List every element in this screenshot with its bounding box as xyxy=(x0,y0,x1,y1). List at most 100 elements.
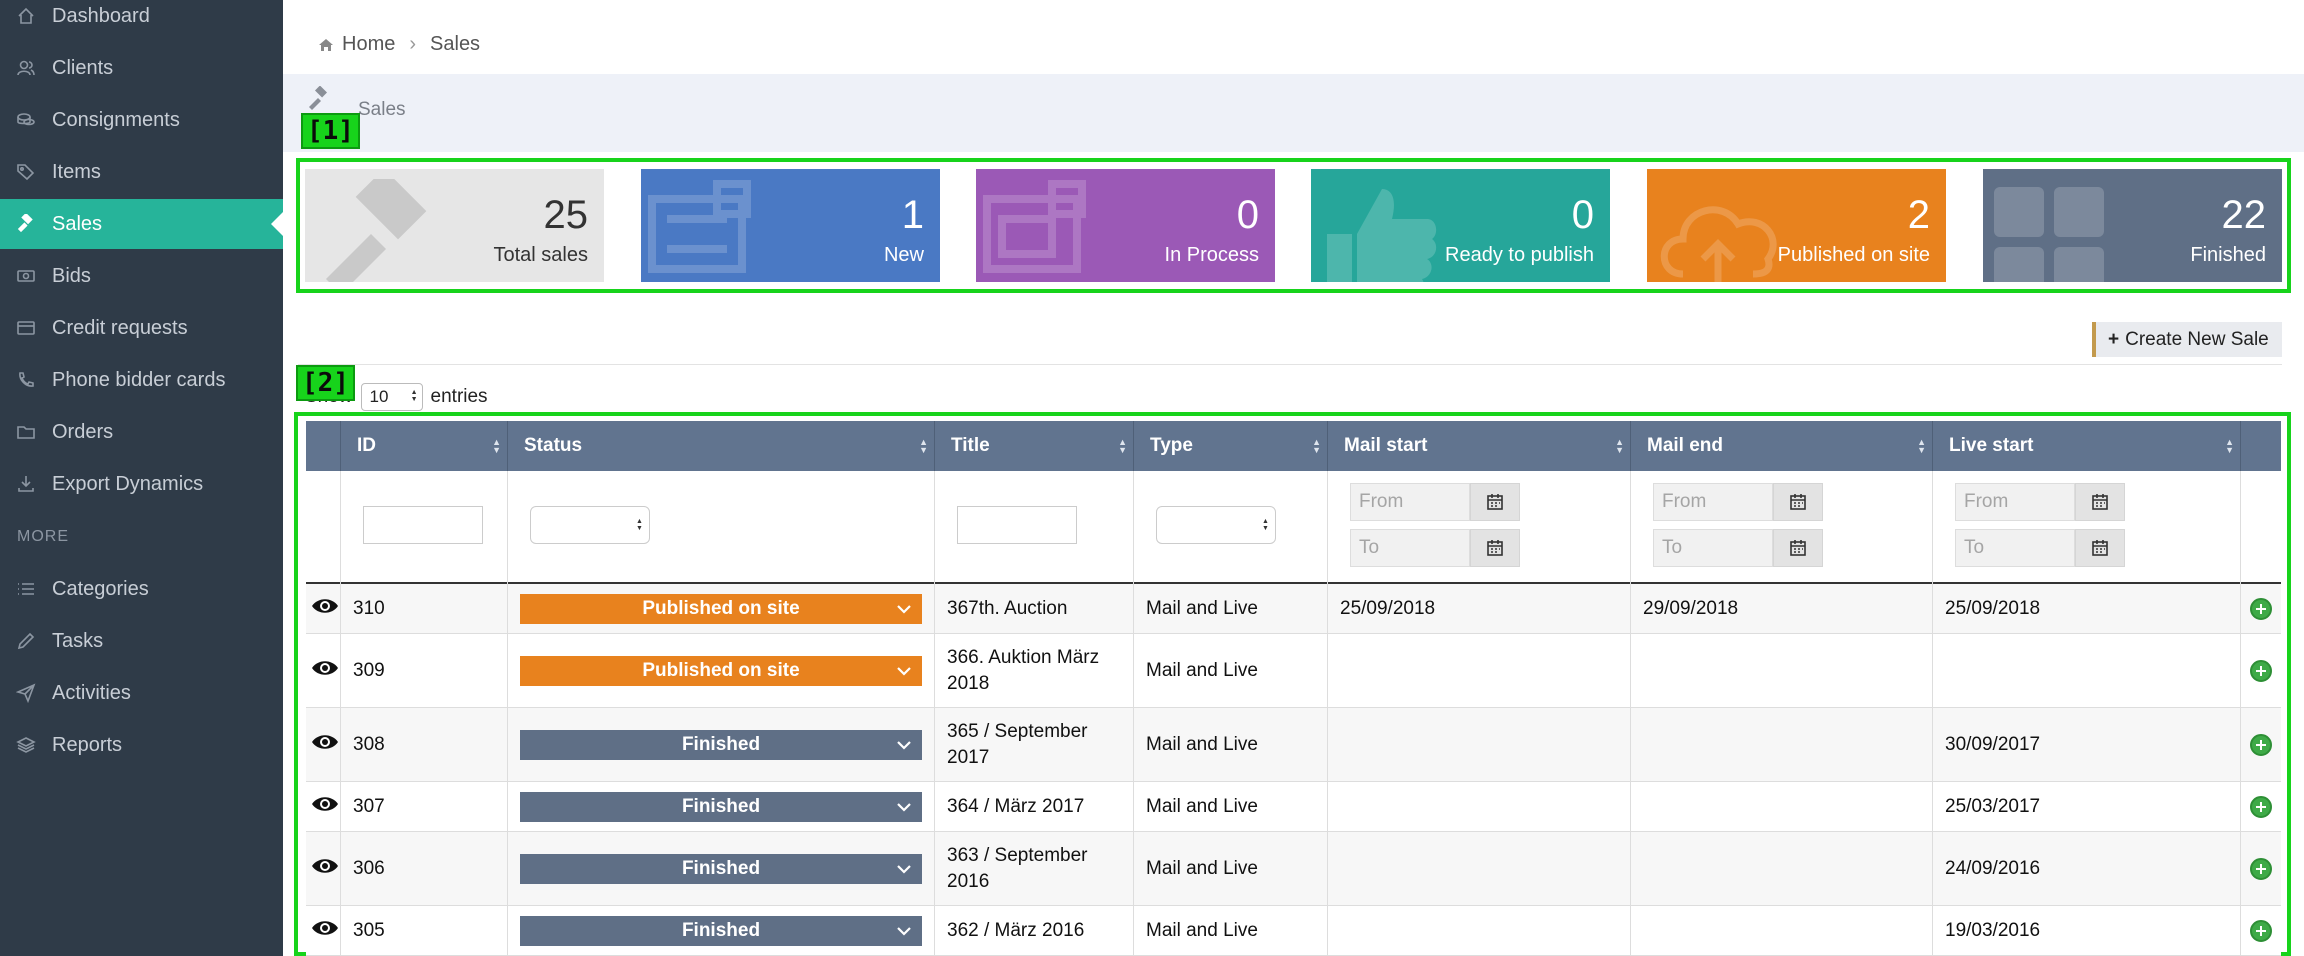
create-new-sale-label: Create New Sale xyxy=(2125,328,2269,350)
calendar-icon[interactable] xyxy=(1470,483,1520,521)
column-header-status[interactable]: Status ▲ ▼ xyxy=(508,421,935,471)
sort-icon: ▲ ▼ xyxy=(492,437,501,455)
cell-id: 306 xyxy=(341,832,508,905)
cell-text: 363 / September 2016 xyxy=(947,844,1088,892)
stat-card-total-sales[interactable]: 25 Total sales xyxy=(305,169,604,282)
column-header-title[interactable]: Title ▲ ▼ xyxy=(935,421,1134,471)
stat-card-new[interactable]: 1 New xyxy=(641,169,940,282)
add-circle-icon[interactable] xyxy=(2250,796,2272,818)
cell-text: 366. Auktion März 2018 xyxy=(947,646,1100,694)
add-circle-icon[interactable] xyxy=(2250,660,2272,682)
table-row: 310 Published on site 367th. Auction Mail a… xyxy=(306,584,2281,634)
cell-text: 365 / September 2017 xyxy=(947,720,1088,768)
status-dropdown[interactable]: Finished xyxy=(520,854,922,884)
view-eye-icon[interactable] xyxy=(310,917,340,939)
stat-value: 2 xyxy=(1907,193,1930,237)
cell-mail-start xyxy=(1328,634,1631,707)
title-filter-input[interactable] xyxy=(957,506,1077,544)
view-eye-icon[interactable] xyxy=(310,657,340,679)
sort-icon: ▲ ▼ xyxy=(2225,437,2234,455)
column-header-live-start[interactable]: Live start ▲ ▼ xyxy=(1933,421,2241,471)
sidebar-item-reports[interactable]: Reports xyxy=(0,720,283,770)
add-circle-icon[interactable] xyxy=(2250,734,2272,756)
home-icon xyxy=(319,38,333,51)
stat-card-in-process[interactable]: 0 In Process xyxy=(976,169,1275,282)
calendar-icon[interactable] xyxy=(1470,529,1520,567)
mail-start-from-field[interactable]: From xyxy=(1350,483,1520,521)
status-dropdown[interactable]: Published on site xyxy=(520,656,922,686)
sidebar-item-label: Items xyxy=(52,160,101,183)
stat-card-finished[interactable]: 22 Finished xyxy=(1983,169,2282,282)
status-label: Published on site xyxy=(642,660,800,681)
coins-icon xyxy=(0,110,52,130)
cell-mail-end xyxy=(1631,708,1933,781)
live-start-from-field[interactable]: From xyxy=(1955,483,2125,521)
stat-card-ready-to-publish[interactable]: 0 Ready to publish xyxy=(1311,169,1610,282)
type-filter-select[interactable] xyxy=(1156,506,1276,544)
id-filter-input[interactable] xyxy=(363,506,483,544)
calendar-icon[interactable] xyxy=(1773,529,1823,567)
mail-start-to-field[interactable]: To xyxy=(1350,529,1520,567)
sidebar-item-bids[interactable]: Bids xyxy=(0,251,283,301)
status-dropdown[interactable]: Finished xyxy=(520,916,922,946)
stat-label: Ready to publish xyxy=(1445,244,1594,266)
sidebar-item-items[interactable]: Items xyxy=(0,147,283,197)
sidebar: Dashboard Clients Consignments Items Sal… xyxy=(0,0,283,956)
cell-type: Mail and Live xyxy=(1134,906,1328,955)
calendar-icon[interactable] xyxy=(2075,529,2125,567)
add-circle-icon[interactable] xyxy=(2250,920,2272,942)
sidebar-item-activities[interactable]: Activities xyxy=(0,668,283,718)
sitemap-icon xyxy=(648,180,751,273)
mail-end-to-field[interactable]: To xyxy=(1653,529,1823,567)
column-header-mail-start[interactable]: Mail start ▲ ▼ xyxy=(1328,421,1631,471)
sidebar-item-label: Consignments xyxy=(52,108,180,131)
sidebar-section-more: MORE xyxy=(17,528,69,545)
sidebar-item-tasks[interactable]: Tasks xyxy=(0,616,283,666)
stat-card-published-on-site[interactable]: 2 Published on site xyxy=(1647,169,1946,282)
live-start-to-field[interactable]: To xyxy=(1955,529,2125,567)
annotation-box-1 xyxy=(296,158,2291,293)
add-circle-icon[interactable] xyxy=(2250,858,2272,880)
breadcrumb-current: Sales xyxy=(430,33,481,55)
status-dropdown[interactable]: Finished xyxy=(520,730,922,760)
sidebar-item-export-dynamics[interactable]: Export Dynamics xyxy=(0,459,283,509)
view-eye-icon[interactable] xyxy=(310,793,340,815)
cell-type: Mail and Live xyxy=(1134,832,1328,905)
sidebar-item-orders[interactable]: Orders xyxy=(0,407,283,457)
mail-end-from-field[interactable]: From xyxy=(1653,483,1823,521)
sidebar-item-phone-bidder-cards[interactable]: Phone bidder cards xyxy=(0,355,283,405)
breadcrumb-home[interactable]: Home xyxy=(342,33,396,55)
cell-type: Mail and Live xyxy=(1134,708,1328,781)
sidebar-item-clients[interactable]: Clients xyxy=(0,43,283,93)
add-circle-icon[interactable] xyxy=(2250,598,2272,620)
cell-text: 305 xyxy=(353,919,385,941)
sidebar-item-sales[interactable]: Sales xyxy=(0,199,283,249)
column-header-id[interactable]: ID ▲ ▼ xyxy=(341,421,508,471)
view-eye-icon[interactable] xyxy=(310,595,340,617)
divider xyxy=(298,364,2282,365)
sitemap-icon xyxy=(983,180,1086,273)
sidebar-item-label: Dashboard xyxy=(52,4,150,27)
table-row: 309 Published on site 366. Auktion März 20… xyxy=(306,634,2281,708)
sidebar-item-dashboard[interactable]: Dashboard xyxy=(0,0,283,41)
calendar-icon[interactable] xyxy=(2075,483,2125,521)
cell-title: 362 / März 2016 xyxy=(935,906,1134,955)
cell-status: Finished xyxy=(508,906,935,955)
view-eye-icon[interactable] xyxy=(310,731,340,753)
sidebar-item-label: Credit requests xyxy=(52,316,188,339)
column-header-mail-end[interactable]: Mail end ▲ ▼ xyxy=(1631,421,1933,471)
status-dropdown[interactable]: Published on site xyxy=(520,594,922,624)
sidebar-item-consignments[interactable]: Consignments xyxy=(0,95,283,145)
column-header-type[interactable]: Type ▲ ▼ xyxy=(1134,421,1328,471)
stat-label: New xyxy=(883,244,924,266)
create-new-sale-button[interactable]: + Create New Sale xyxy=(2092,322,2282,357)
sidebar-item-credit-requests[interactable]: Credit requests xyxy=(0,303,283,353)
entries-per-page-select[interactable]: 10 xyxy=(360,383,423,411)
sidebar-item-categories[interactable]: Categories xyxy=(0,564,283,614)
status-filter-select[interactable] xyxy=(530,506,650,544)
status-dropdown[interactable]: Finished xyxy=(520,792,922,822)
view-eye-icon[interactable] xyxy=(310,855,340,877)
cell-mail-end xyxy=(1631,782,1933,831)
home-icon xyxy=(0,6,52,26)
calendar-icon[interactable] xyxy=(1773,483,1823,521)
